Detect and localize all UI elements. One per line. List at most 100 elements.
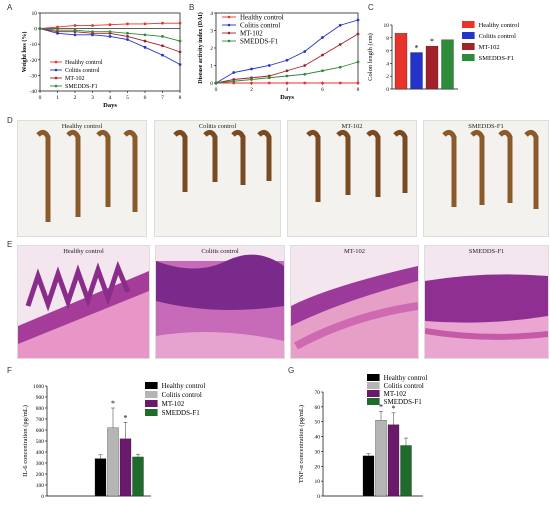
bar bbox=[362, 455, 375, 497]
y-tick-label: -30 bbox=[30, 73, 38, 79]
data-point bbox=[73, 28, 77, 32]
legend-swatch bbox=[462, 21, 475, 28]
y-tick-label: 1000 bbox=[33, 384, 44, 390]
y-tick-label: 2 bbox=[210, 46, 213, 52]
photo-title: SMEDDS-F1 bbox=[468, 123, 504, 130]
legend-label: Colitis control bbox=[240, 22, 280, 30]
legend-label: SMEDDS-F1 bbox=[240, 38, 279, 46]
legend-swatch bbox=[145, 382, 158, 389]
significance-mark: * bbox=[415, 44, 419, 53]
data-point bbox=[91, 30, 94, 34]
legend-label: Healthy control bbox=[240, 14, 284, 22]
data-point bbox=[285, 81, 289, 85]
legend-label: Healthy control bbox=[479, 22, 520, 29]
significance-mark: * bbox=[379, 402, 383, 411]
panel-label-f: F bbox=[7, 366, 12, 375]
y-tick-label: 40 bbox=[315, 435, 321, 441]
y-tick-label: 4 bbox=[210, 11, 213, 17]
data-point bbox=[338, 81, 342, 85]
legend-marker bbox=[54, 84, 58, 88]
y-tick-label: 20 bbox=[315, 464, 321, 470]
histology-image bbox=[291, 266, 418, 358]
x-tick-label: 0 bbox=[39, 95, 42, 101]
legend-swatch bbox=[367, 390, 380, 397]
legend-label: Colitis control bbox=[162, 391, 202, 399]
bar bbox=[387, 424, 400, 497]
photo-title: SMEDDS-F1 bbox=[468, 248, 505, 255]
data-point bbox=[338, 43, 342, 46]
legend-label: Healthy control bbox=[162, 382, 206, 390]
y-tick-label: 0 bbox=[386, 87, 389, 93]
y-tick-label: 0 bbox=[34, 27, 37, 33]
colon-specimens-image bbox=[442, 129, 539, 209]
y-tick-label: 900 bbox=[36, 395, 45, 401]
bar bbox=[375, 420, 387, 497]
legend-label: MT-102 bbox=[479, 44, 500, 51]
histology-healthy: Healthy control bbox=[17, 245, 150, 359]
bar bbox=[394, 33, 408, 90]
x-tick-label: 2 bbox=[250, 87, 253, 93]
x-axis-label: Days bbox=[280, 94, 294, 101]
x-tick-label: 2 bbox=[74, 95, 77, 101]
bar bbox=[410, 52, 423, 90]
data-point bbox=[285, 74, 289, 78]
data-point bbox=[214, 81, 218, 85]
data-point bbox=[161, 53, 164, 57]
data-point bbox=[250, 81, 253, 85]
data-point bbox=[303, 81, 307, 85]
photo-title: MT-102 bbox=[341, 123, 363, 130]
y-tick-label: 8 bbox=[386, 36, 389, 42]
significance-mark: * bbox=[430, 37, 434, 46]
significance-mark: * bbox=[124, 413, 128, 422]
legend-swatch bbox=[462, 54, 475, 61]
data-point bbox=[232, 71, 236, 74]
bar bbox=[400, 445, 412, 497]
panel-label-g: G bbox=[288, 366, 295, 375]
data-point bbox=[161, 35, 164, 38]
colon-photo-colitis: Colitis control bbox=[154, 120, 281, 237]
legend-label: SMEDDS-F1 bbox=[162, 409, 201, 417]
histology-smedds: SMEDDS-F1 bbox=[424, 245, 549, 359]
data-point bbox=[161, 44, 164, 48]
bar bbox=[94, 458, 107, 497]
y-tick-label: 1 bbox=[210, 64, 213, 70]
data-point bbox=[321, 69, 324, 73]
bar bbox=[119, 438, 132, 497]
data-point bbox=[321, 81, 324, 85]
panel-label-a: A bbox=[7, 3, 13, 12]
bar bbox=[441, 39, 454, 90]
legend-swatch bbox=[145, 391, 158, 398]
x-tick-label: 0 bbox=[215, 87, 218, 93]
legend-label: Colitis control bbox=[65, 68, 100, 74]
y-tick-label: 0 bbox=[41, 494, 44, 500]
histology-image bbox=[18, 260, 149, 358]
legend-swatch bbox=[367, 382, 380, 389]
data-point bbox=[108, 23, 112, 27]
legend-marker bbox=[227, 23, 231, 27]
legend-label: SMEDDS-F1 bbox=[479, 55, 514, 62]
y-tick-label: 10 bbox=[315, 479, 321, 485]
x-tick-label: 4 bbox=[286, 87, 289, 93]
y-axis-label: TNF-α concentration (pg/mL) bbox=[298, 405, 305, 483]
data-point bbox=[285, 58, 289, 62]
colon-photo-mt102: MT-102 bbox=[287, 120, 417, 237]
legend-marker bbox=[54, 68, 58, 72]
data-point bbox=[285, 69, 289, 73]
y-tick-label: 100 bbox=[36, 483, 45, 489]
data-point bbox=[267, 64, 271, 67]
il6-bar-chart: 0 100 200 300 400 500 600 700 800 900 1000 IL-6 con… bbox=[22, 382, 206, 500]
legend-swatch bbox=[462, 43, 475, 50]
panel-label-b: B bbox=[189, 3, 195, 12]
data-point bbox=[356, 60, 360, 64]
y-tick-label: 200 bbox=[36, 472, 45, 478]
data-point bbox=[126, 35, 129, 38]
y-tick-label: 0 bbox=[210, 81, 213, 87]
dai-line-chart: 0 1 2 3 4 0 2 4 6 8 Days Disease activity index (DA… bbox=[197, 11, 360, 101]
y-tick-label: -20 bbox=[30, 58, 38, 64]
legend-label: SMEDDS-F1 bbox=[384, 398, 423, 406]
legend-swatch bbox=[462, 32, 475, 39]
photo-title: Healthy control bbox=[61, 123, 103, 130]
data-point bbox=[178, 50, 182, 54]
y-tick-label: 400 bbox=[36, 450, 45, 456]
x-tick-label: 3 bbox=[91, 95, 94, 101]
